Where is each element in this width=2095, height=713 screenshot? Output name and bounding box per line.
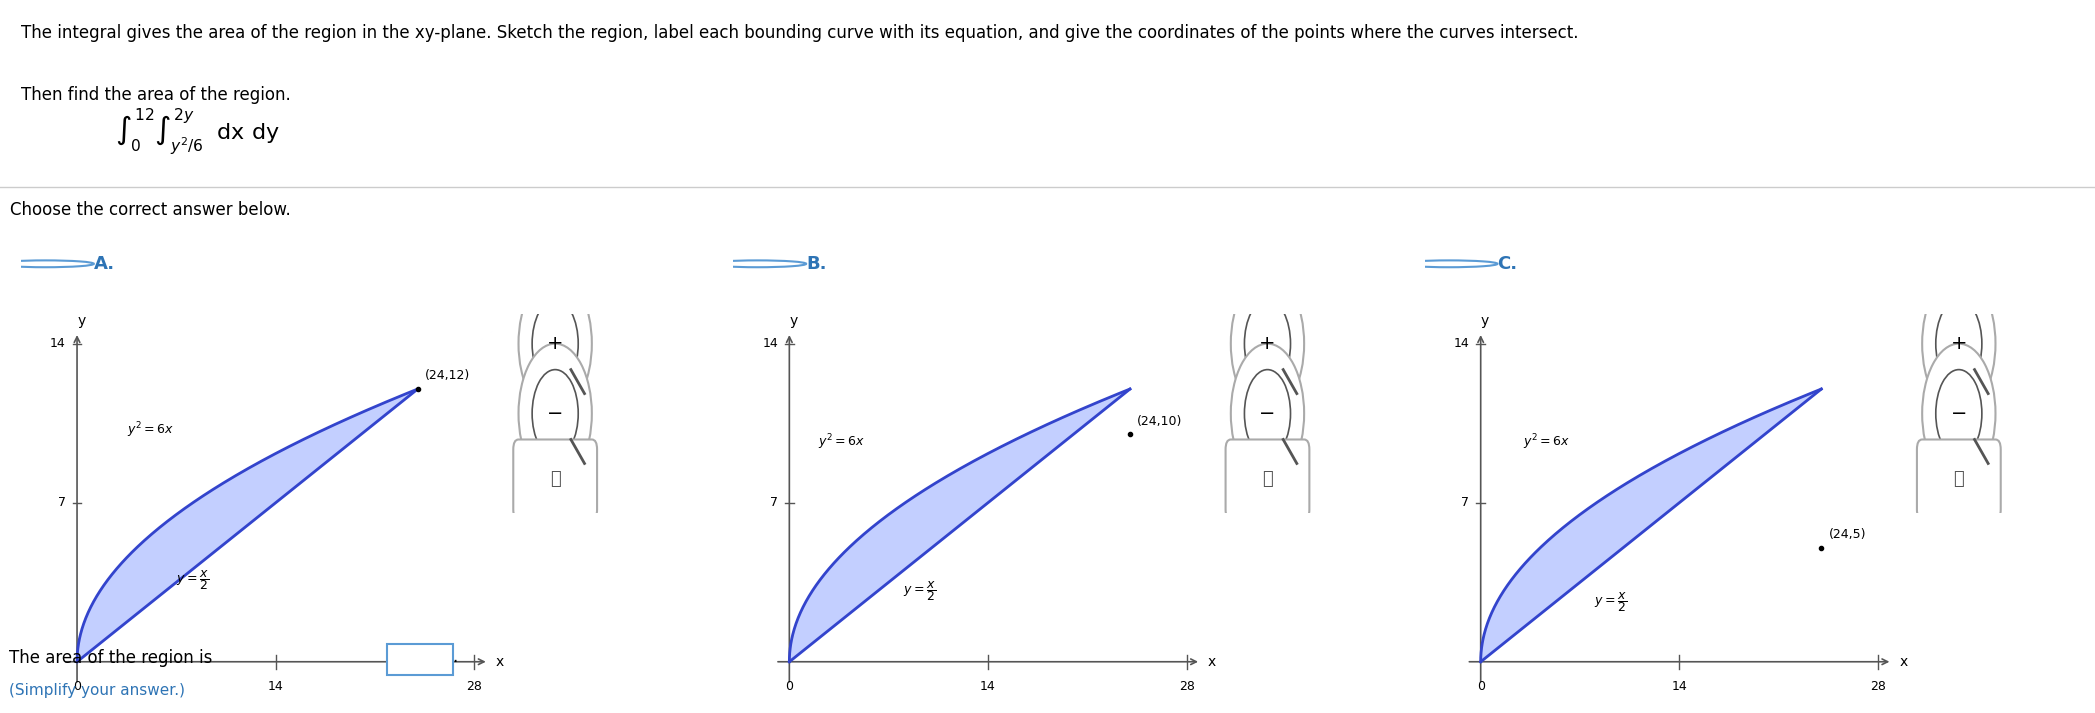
Circle shape — [1923, 344, 1994, 483]
Text: 7: 7 — [771, 496, 777, 509]
Text: −: − — [1259, 404, 1276, 423]
Text: The integral gives the area of the region in the xy-plane. Sketch the region, la: The integral gives the area of the regio… — [21, 24, 1578, 41]
Text: 0: 0 — [786, 680, 794, 693]
Text: x: x — [1900, 655, 1909, 669]
Text: +: + — [547, 334, 564, 353]
Text: x: x — [497, 655, 505, 669]
Text: The area of the region is: The area of the region is — [10, 649, 214, 667]
Text: y: y — [78, 314, 86, 328]
Text: 14: 14 — [763, 337, 777, 350]
Text: Choose the correct answer below.: Choose the correct answer below. — [10, 201, 291, 220]
Text: ⤢: ⤢ — [1953, 471, 1965, 488]
FancyBboxPatch shape — [385, 644, 453, 675]
Text: 0: 0 — [73, 680, 82, 693]
Text: 14: 14 — [1454, 337, 1469, 350]
Text: ⤢: ⤢ — [1261, 471, 1274, 488]
FancyBboxPatch shape — [1226, 439, 1309, 519]
Circle shape — [517, 274, 593, 414]
Text: $y^2 = 6x$: $y^2 = 6x$ — [126, 421, 174, 440]
Text: 14: 14 — [268, 680, 283, 693]
Text: 28: 28 — [1871, 680, 1886, 693]
Text: 14: 14 — [50, 337, 65, 350]
Text: x: x — [1209, 655, 1217, 669]
Text: 7: 7 — [1462, 496, 1469, 509]
Circle shape — [517, 344, 593, 483]
Text: C.: C. — [1498, 255, 1517, 273]
Text: (24,10): (24,10) — [1138, 415, 1182, 428]
Text: $y^2 = 6x$: $y^2 = 6x$ — [817, 432, 865, 451]
Text: Then find the area of the region.: Then find the area of the region. — [21, 86, 291, 104]
Text: 28: 28 — [467, 680, 482, 693]
Text: +: + — [1259, 334, 1276, 353]
Text: 7: 7 — [59, 496, 65, 509]
Text: $y = \dfrac{x}{2}$: $y = \dfrac{x}{2}$ — [903, 579, 936, 603]
Text: −: − — [1950, 404, 1967, 423]
Text: −: − — [547, 404, 564, 423]
Text: 14: 14 — [980, 680, 995, 693]
Text: ⤢: ⤢ — [549, 471, 561, 488]
Text: $y^2 = 6x$: $y^2 = 6x$ — [1523, 432, 1571, 451]
Text: 28: 28 — [1179, 680, 1194, 693]
Text: $\int_0^{12}\int_{y^2/6}^{2y}$  dx dy: $\int_0^{12}\int_{y^2/6}^{2y}$ dx dy — [115, 106, 281, 157]
Text: A.: A. — [94, 255, 115, 273]
FancyBboxPatch shape — [1917, 439, 2001, 519]
Text: 14: 14 — [1672, 680, 1686, 693]
Text: $y = \dfrac{x}{2}$: $y = \dfrac{x}{2}$ — [176, 568, 210, 592]
Circle shape — [1923, 274, 1994, 414]
FancyBboxPatch shape — [513, 439, 597, 519]
Text: y: y — [1481, 314, 1490, 328]
Text: $y = \dfrac{x}{2}$: $y = \dfrac{x}{2}$ — [1594, 590, 1628, 615]
Circle shape — [1230, 344, 1303, 483]
Text: (24,12): (24,12) — [425, 369, 469, 382]
Text: y: y — [790, 314, 798, 328]
Text: .: . — [453, 648, 459, 667]
Text: B.: B. — [807, 255, 828, 273]
Text: (Simplify your answer.): (Simplify your answer.) — [10, 683, 186, 698]
Text: (24,5): (24,5) — [1829, 528, 1867, 541]
Text: +: + — [1950, 334, 1967, 353]
Text: 0: 0 — [1477, 680, 1485, 693]
Circle shape — [1230, 274, 1303, 414]
